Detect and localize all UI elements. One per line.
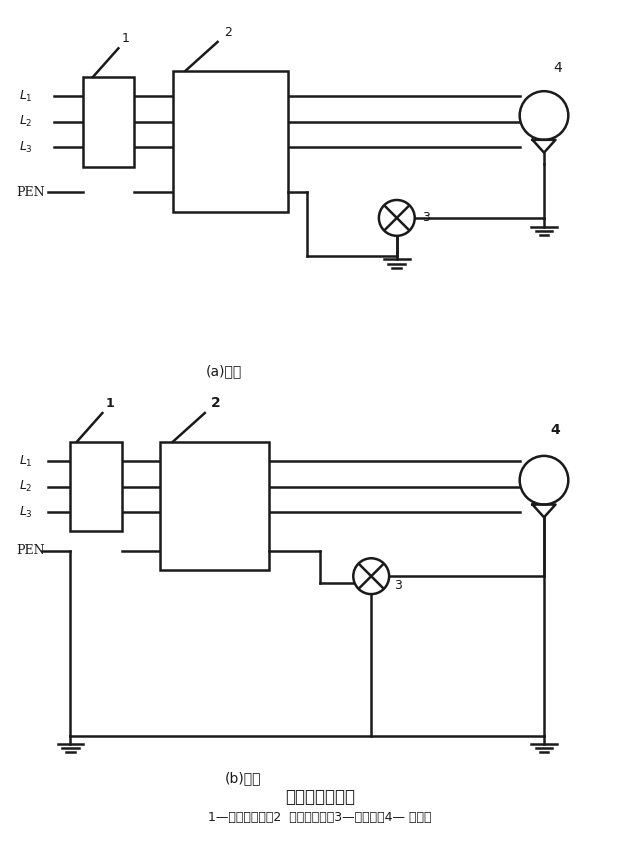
Circle shape [379,200,415,236]
Circle shape [520,91,568,140]
Text: $L_3$: $L_3$ [19,505,33,519]
Text: $L_3$: $L_3$ [19,140,33,155]
Text: 2: 2 [211,396,221,409]
Text: 2: 2 [224,25,232,39]
Text: PEN: PEN [16,544,45,558]
Circle shape [520,456,568,504]
Text: 4: 4 [554,61,563,75]
Text: $L_2$: $L_2$ [19,479,33,494]
Text: $L_2$: $L_2$ [19,114,33,129]
Text: $L_1$: $L_1$ [19,89,33,104]
Bar [173,71,288,212]
Text: 1: 1 [106,397,115,409]
Text: 重复接地的接法: 重复接地的接法 [285,788,355,806]
Text: PEN: PEN [16,186,45,199]
Text: (b)正确: (b)正确 [225,771,262,785]
Bar [70,442,122,531]
Bar [160,442,269,570]
Circle shape [353,558,389,594]
Text: $L_1$: $L_1$ [19,453,33,469]
Text: 3: 3 [394,580,402,592]
Text: 4: 4 [550,423,560,437]
Bar [83,77,134,167]
Text: (a)错误: (a)错误 [206,365,242,378]
Text: 3: 3 [422,212,430,224]
Text: 1—低压断路器；2  漏电保护器；3—信号灯；4— 电动机: 1—低压断路器；2 漏电保护器；3—信号灯；4— 电动机 [208,810,432,824]
Text: 1: 1 [122,32,129,45]
